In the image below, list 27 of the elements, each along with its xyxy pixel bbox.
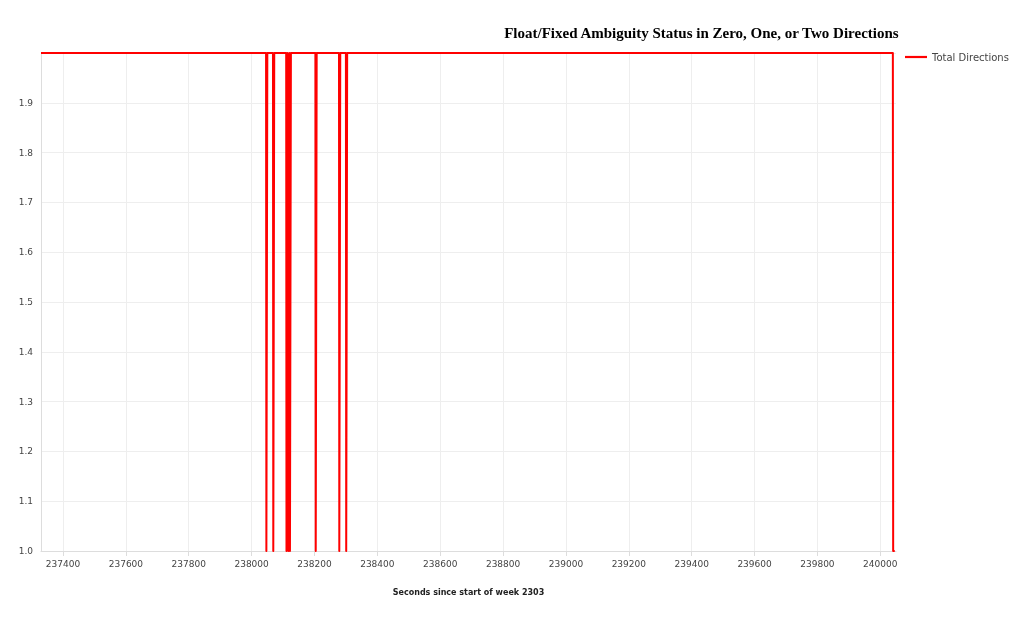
x-tick-label: 237400	[45, 558, 81, 569]
y-tick-label: 1.1	[18, 496, 33, 507]
x-tick-label: 238400	[360, 558, 395, 569]
x-tick-label: 237600	[108, 558, 144, 569]
y-tick-label: 1.2	[18, 446, 33, 457]
y-tick-label: 1.6	[18, 247, 34, 258]
y-tick-label: 1.0	[18, 546, 34, 556]
x-tick-label: 237800	[171, 558, 207, 569]
x-tick-label: 239800	[800, 558, 835, 569]
y-tick-label: 1.5	[18, 297, 33, 307]
x-tick-label: 238200	[297, 558, 332, 569]
y-tick-label: 1.9	[18, 97, 34, 108]
chart-title: Float/Fixed Ambiguity Status in Zero, One, or Two Directions	[504, 24, 899, 41]
x-tick-label: 238600	[423, 558, 458, 569]
x-tick-label: 240000	[863, 558, 898, 569]
x-tick-label: 239400	[674, 558, 710, 569]
y-tick-label: 1.4	[18, 346, 34, 357]
x-tick-label: 239200	[611, 558, 647, 569]
y-tick-label: 1.7	[18, 197, 33, 208]
legend-label: Total Directions	[931, 51, 1009, 63]
x-tick-label: 239600	[737, 558, 772, 569]
x-axis-title: Seconds since start of week 2303	[392, 587, 545, 597]
x-tick-label: 238800	[485, 558, 521, 569]
y-tick-label: 1.3	[18, 396, 33, 407]
x-tick-label: 238000	[234, 558, 270, 569]
y-tick-label: 1.8	[18, 147, 34, 158]
x-tick-label: 239000	[548, 558, 584, 569]
